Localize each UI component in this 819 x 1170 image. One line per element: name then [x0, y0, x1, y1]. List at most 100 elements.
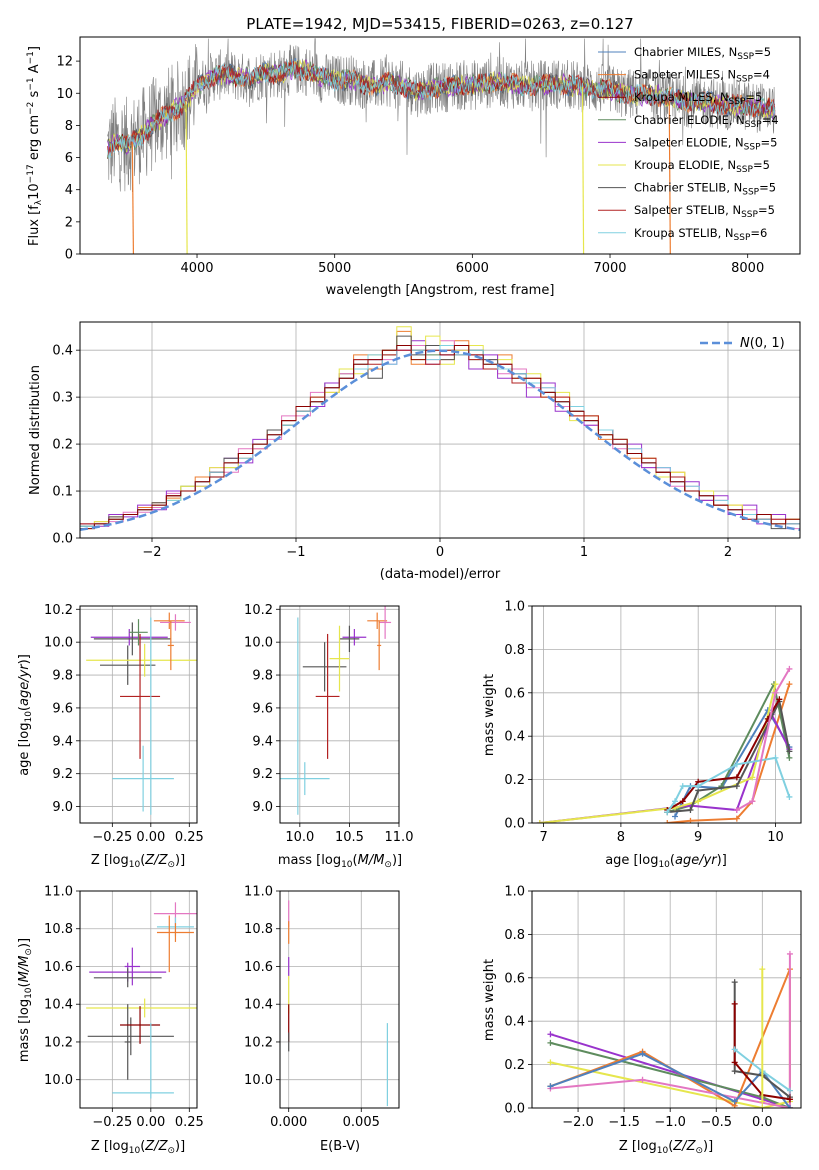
- label-part: ⊙: [384, 860, 392, 870]
- label-part: =6: [750, 226, 767, 240]
- mass-weight-marker: [731, 1098, 738, 1105]
- histogram-series: [80, 326, 800, 538]
- label-part: (0, 1): [750, 336, 785, 351]
- label-part: SSP: [741, 210, 758, 220]
- mass-weight-marker: [786, 793, 793, 800]
- x-axis-label: E(B-V): [320, 1139, 360, 1154]
- y-tick-label: 9.4: [52, 734, 73, 749]
- mass-weight-marker: [733, 774, 740, 781]
- label-part: =5: [758, 203, 775, 217]
- legend-label: Salpeter STELIB, NSSP=5: [634, 203, 775, 220]
- x-tick-label: 7: [539, 830, 547, 845]
- y-tick-label: 9.2: [252, 767, 273, 782]
- label-part: ⊙: [24, 948, 34, 956]
- x-tick-label: 0.005: [343, 1115, 380, 1130]
- x-tick-label: 8: [617, 830, 625, 845]
- y-tick-label: 0.8: [504, 643, 525, 658]
- mass-weight-marker: [547, 1039, 554, 1046]
- label-part: SSP: [745, 120, 762, 130]
- x-axis-label: Z [log10(Z/Z⊙)]: [91, 1139, 185, 1156]
- mass-weight-marker: [759, 1098, 766, 1105]
- label-part: 10: [341, 860, 353, 870]
- x-axis-label: Z [log10(Z/Z⊙)]: [91, 853, 185, 870]
- x-tick-label: 11.0: [385, 830, 414, 845]
- y-axis-label: mass weight: [482, 674, 497, 756]
- mass-weight-marker: [536, 820, 543, 823]
- mass-weight-series: [550, 1061, 791, 1108]
- legend-label: Salpeter MILES, NSSP=4: [634, 68, 770, 85]
- label-part: Flux [f: [27, 205, 42, 246]
- label-part: Kroupa ELODIE, N: [634, 158, 736, 172]
- x-axis-label: wavelength [Angstrom, rest frame]: [326, 283, 555, 298]
- label-part: s: [27, 90, 42, 101]
- y-tick-label: 1.0: [504, 600, 525, 615]
- y-tick-label: 0.1: [52, 485, 73, 500]
- label-part: =4: [762, 113, 779, 127]
- x-tick-label: 4000: [180, 261, 213, 276]
- label-part: SSP: [729, 97, 746, 107]
- label-part: =5: [761, 135, 778, 149]
- x-axis-label: age [log10(age/yr)]: [605, 853, 727, 870]
- mass-weight-marker: [679, 798, 686, 805]
- mass-vs-metallicity-panel: −0.25 0.00 0.25 10.0 10.2 10.4 10.6 10.8 11.0 Z […: [17, 885, 204, 1157]
- label-part: (: [17, 706, 32, 711]
- legend-label: Chabrier MILES, NSSP=5: [634, 45, 771, 62]
- mass-vs-extinction-panel: 0.000 0.005 10.0 10.2 10.4 10.6 10.8 11.0 E(B-V): [244, 885, 400, 1154]
- label-part: 10: [657, 1146, 669, 1156]
- label-part: (: [668, 1139, 673, 1154]
- axes-frame: [79, 890, 198, 1109]
- y-tick-label: 1.0: [504, 885, 525, 900]
- label-part: )]: [175, 853, 185, 868]
- label-part: =5: [754, 45, 771, 59]
- label-part: (: [140, 1139, 145, 1154]
- y-tick-label: 10.2: [244, 1035, 273, 1050]
- x-tick-label: 0.0: [752, 1115, 773, 1130]
- x-tick-label: 9: [694, 830, 702, 845]
- label-part: Z [log: [91, 1139, 129, 1154]
- mass-weight-marker: [731, 1000, 738, 1007]
- spectrum-panel: 4000 5000 6000 7000 8000 0 2 4 6 8 10 12 wavelength …: [26, 36, 801, 298]
- mass-weight-marker: [547, 1059, 554, 1066]
- y-tick-label: 0.0: [52, 532, 73, 547]
- mass-weight-marker: [733, 783, 740, 790]
- y-tick-label: 8: [65, 119, 73, 134]
- mass-weight-marker: [547, 1031, 554, 1038]
- mass-weight-marker: [733, 761, 740, 768]
- x-tick-label: 0.25: [175, 830, 204, 845]
- label-part: SSP: [737, 52, 754, 62]
- label-part: Z/Z: [144, 853, 168, 868]
- y-axis-label: Flux [fλ10−17 erg cm−2 s−1 A−1]: [26, 46, 44, 246]
- y-tick-label: 10.0: [244, 1073, 273, 1088]
- plot-area: [86, 902, 197, 1099]
- y-tick-label: 0.4: [504, 730, 525, 745]
- label-part: 10: [658, 860, 670, 870]
- spectrum-drop-line: [581, 86, 585, 254]
- mass-weight-marker: [749, 798, 756, 805]
- y-tick-label: 0.2: [504, 773, 525, 788]
- spectrum-drop-line: [668, 97, 671, 254]
- mass-weight-series: [667, 698, 791, 814]
- label-part: mass [log: [278, 853, 341, 868]
- mass-weight-marker: [759, 1105, 766, 1108]
- x-tick-label: 10.0: [285, 830, 314, 845]
- axes-frame: [79, 321, 801, 539]
- y-tick-label: 0.0: [504, 817, 525, 832]
- mass-weight-marker: [772, 689, 779, 696]
- y-tick-label: 9.4: [252, 734, 273, 749]
- mass-weight-marker: [687, 806, 694, 813]
- label-part: (: [670, 853, 675, 868]
- observed-spectrum-line: [107, 38, 776, 193]
- mass-weight-marker: [786, 950, 793, 957]
- y-tick-label: 10.6: [44, 960, 73, 975]
- y-tick-label: 10.4: [244, 998, 273, 1013]
- label-part: 10: [27, 183, 42, 200]
- x-tick-label: 10: [767, 830, 784, 845]
- residual-histogram-panel: −2 −1 0 1 2 0.0 0.1 0.2 0.3 0.4 (data-model)/error…: [28, 321, 801, 582]
- mass-weight-marker: [772, 754, 779, 761]
- mass-weight-series: [736, 668, 791, 811]
- y-tick-label: 9.6: [252, 701, 273, 716]
- plot-area: [547, 950, 793, 1108]
